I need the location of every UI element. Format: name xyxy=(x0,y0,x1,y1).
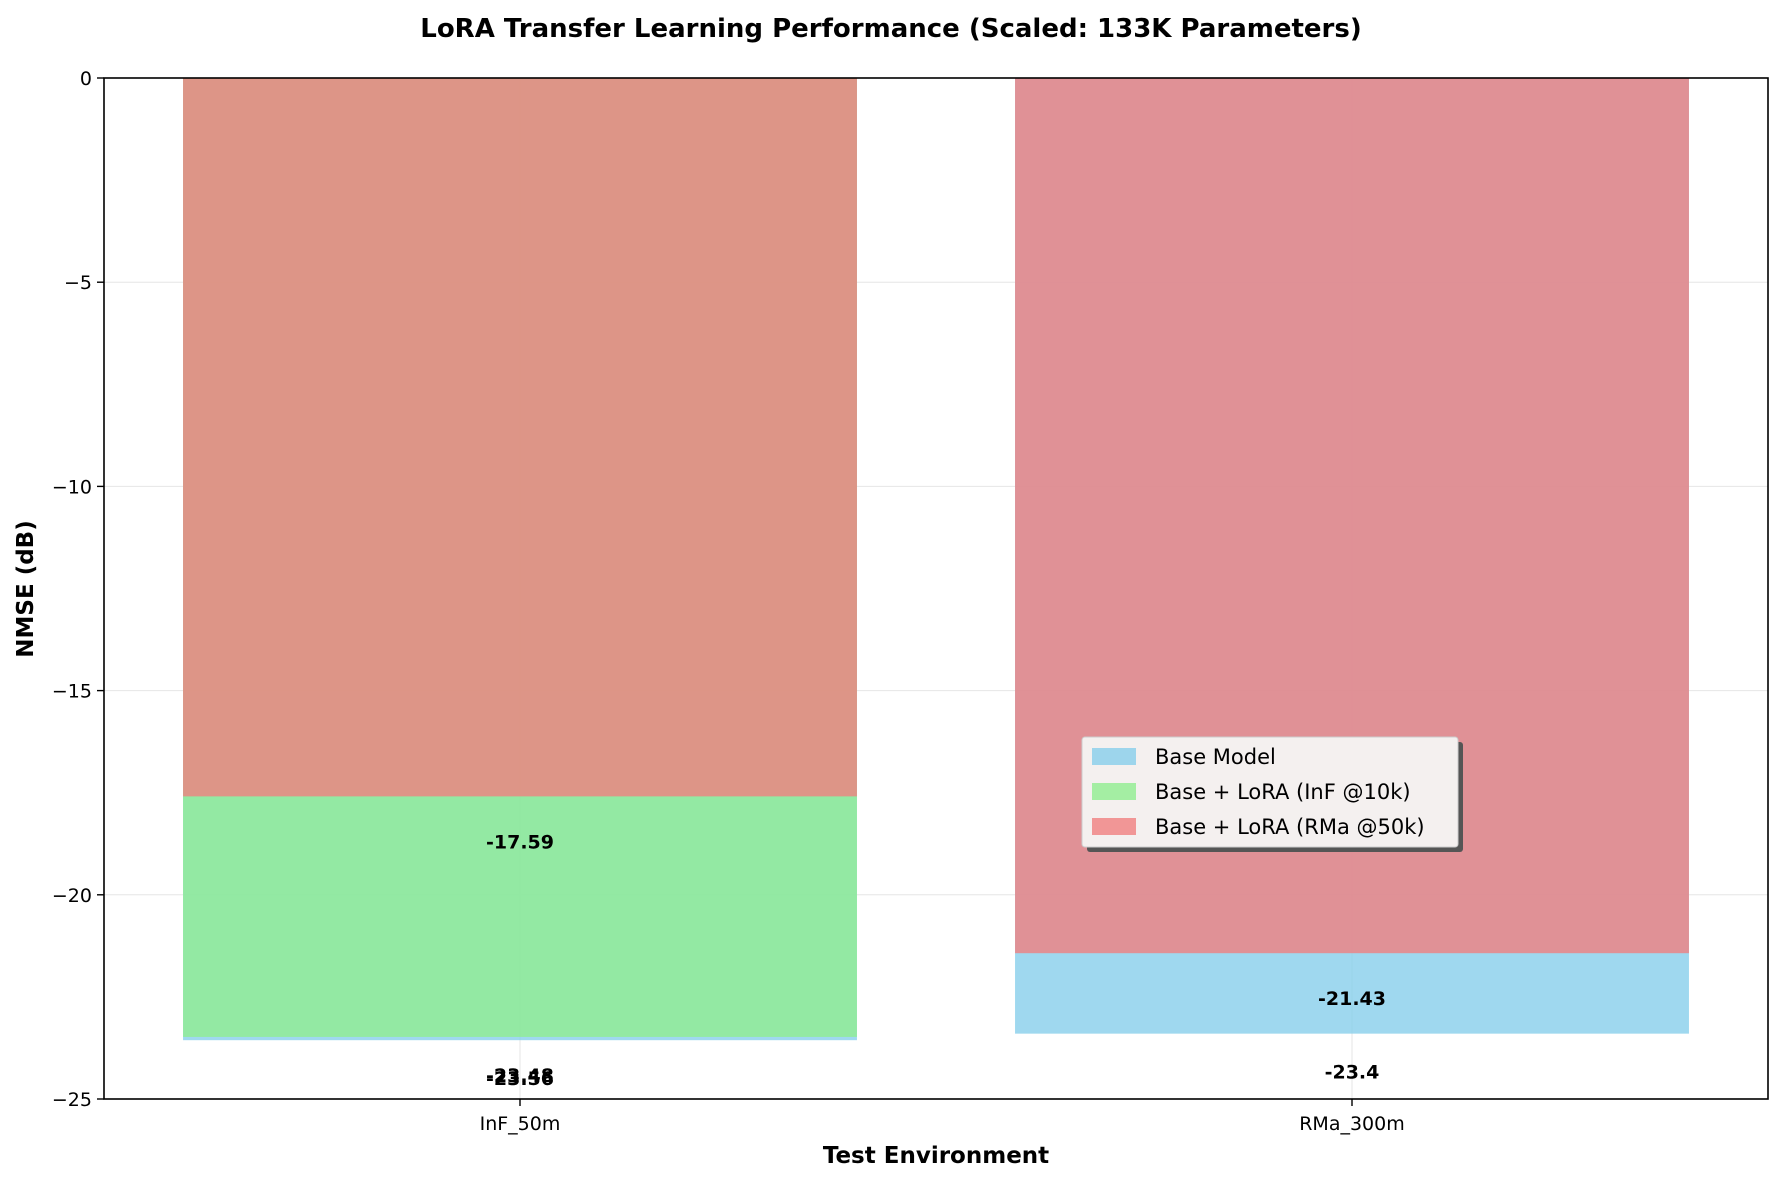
legend-label-2: Base + LoRA (RMa @50k) xyxy=(1155,815,1425,839)
y-tick-label-3: −15 xyxy=(52,681,92,703)
data-label-series0-RMa_300m: -23.4 xyxy=(1325,1062,1380,1084)
x-tick-label-1: RMa_300m xyxy=(1299,1113,1405,1135)
bar-series2-InF_50m xyxy=(183,78,857,797)
bar-group xyxy=(183,78,1689,1041)
x-tick-label-0: InF_50m xyxy=(480,1113,561,1135)
y-tick-label-4: −20 xyxy=(52,885,92,907)
y-tick-label-2: −10 xyxy=(52,476,92,498)
plot-frame xyxy=(103,77,1769,1100)
y-axis-ticks: 0 −5 −10 −15 −20 −25 xyxy=(52,68,104,1111)
data-labels: -23.56 -23.4 -23.48 -17.59 -21.43 xyxy=(486,831,1386,1090)
legend-swatch-2 xyxy=(1092,818,1136,835)
y-axis-label: NMSE (dB) xyxy=(13,520,39,657)
data-label-series1-InF_50m: -23.48 xyxy=(486,1065,554,1087)
legend-swatch-1 xyxy=(1092,783,1136,800)
x-axis-ticks: InF_50m RMa_300m xyxy=(480,1099,1405,1135)
data-label-series2-InF_50m: -17.59 xyxy=(486,831,554,853)
legend-box xyxy=(1081,736,1459,848)
y-tick-label-1: −5 xyxy=(64,272,92,294)
legend-label-0: Base Model xyxy=(1155,745,1276,769)
chart-title: LoRA Transfer Learning Performance (Scal… xyxy=(420,14,1361,44)
data-label-series2-RMa_300m: -21.43 xyxy=(1318,988,1386,1010)
data-label-series0-InF_50m: -23.56 xyxy=(486,1068,554,1090)
y-tick-label-5: −25 xyxy=(52,1089,92,1111)
legend: Base Model Base + LoRA (InF @10k) Base + L… xyxy=(1081,736,1463,852)
y-tick-label-0: 0 xyxy=(80,68,92,90)
legend-label-1: Base + LoRA (InF @10k) xyxy=(1155,780,1411,804)
x-axis-label: Test Environment xyxy=(823,1143,1049,1169)
legend-swatch-0 xyxy=(1092,748,1136,765)
